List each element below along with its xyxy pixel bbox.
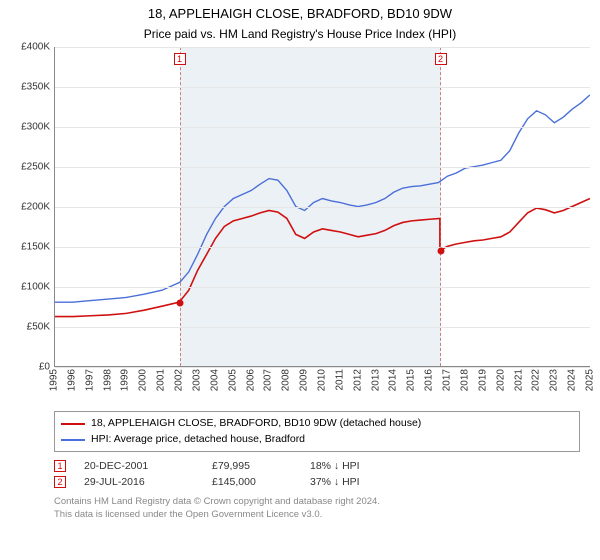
x-tick-label: 2017	[442, 369, 453, 391]
x-tick-label: 2014	[388, 369, 399, 391]
x-tick-label: 2006	[245, 369, 256, 391]
x-tick-label: 1997	[84, 369, 95, 391]
gridline	[55, 47, 590, 48]
gridline	[55, 247, 590, 248]
gridline	[55, 207, 590, 208]
legend-label: HPI: Average price, detached house, Brad…	[91, 432, 305, 448]
sale-row: 2 29-JUL-2016 £145,000 37% ↓ HPI	[54, 474, 580, 490]
sale-dot	[437, 247, 444, 254]
gridline	[55, 87, 590, 88]
sale-row: 1 20-DEC-2001 £79,995 18% ↓ HPI	[54, 458, 580, 474]
x-tick-label: 2001	[156, 369, 167, 391]
chart-container: 18, APPLEHAIGH CLOSE, BRADFORD, BD10 9DW…	[0, 0, 600, 521]
x-tick-label: 2005	[227, 369, 238, 391]
sale-pct: 37% ↓ HPI	[310, 476, 360, 488]
gridline	[55, 167, 590, 168]
series-hpi	[55, 95, 590, 302]
x-tick-label: 2013	[370, 369, 381, 391]
y-tick-label: £350K	[21, 81, 50, 92]
chart-subtitle: Price paid vs. HM Land Registry's House …	[10, 27, 590, 41]
legend-item-price-paid: 18, APPLEHAIGH CLOSE, BRADFORD, BD10 9DW…	[61, 416, 573, 432]
sale-marker: 1	[174, 53, 186, 65]
gridline	[55, 287, 590, 288]
x-tick-label: 2008	[281, 369, 292, 391]
legend-label: 18, APPLEHAIGH CLOSE, BRADFORD, BD10 9DW…	[91, 416, 421, 432]
x-tick-label: 2024	[567, 369, 578, 391]
sale-marker-box: 2	[54, 476, 66, 488]
chart-title: 18, APPLEHAIGH CLOSE, BRADFORD, BD10 9DW	[10, 6, 590, 23]
footer-line: This data is licensed under the Open Gov…	[54, 509, 580, 521]
legend-item-hpi: HPI: Average price, detached house, Brad…	[61, 432, 573, 448]
sale-dot	[176, 299, 183, 306]
x-tick-label: 2016	[424, 369, 435, 391]
plot-area: 12	[54, 47, 590, 367]
series-price_paid	[55, 198, 590, 316]
sale-price: £79,995	[212, 460, 292, 472]
y-tick-label: £400K	[21, 41, 50, 52]
x-tick-label: 1999	[120, 369, 131, 391]
x-tick-label: 2002	[174, 369, 185, 391]
y-tick-label: £250K	[21, 161, 50, 172]
legend-swatch	[61, 423, 85, 425]
x-tick-label: 2015	[406, 369, 417, 391]
x-axis: 1995199619971998199920002001200220032004…	[54, 367, 590, 403]
x-tick-label: 2012	[352, 369, 363, 391]
y-tick-label: £50K	[27, 321, 50, 332]
legend-swatch	[61, 439, 85, 441]
x-tick-label: 2020	[495, 369, 506, 391]
x-tick-label: 2000	[138, 369, 149, 391]
x-tick-label: 1998	[102, 369, 113, 391]
x-tick-label: 1995	[49, 369, 60, 391]
x-tick-label: 2011	[334, 369, 345, 391]
x-tick-label: 1996	[66, 369, 77, 391]
x-tick-label: 2023	[549, 369, 560, 391]
y-tick-label: £300K	[21, 121, 50, 132]
sale-price: £145,000	[212, 476, 292, 488]
x-tick-label: 2018	[459, 369, 470, 391]
y-tick-label: £150K	[21, 241, 50, 252]
sale-pct: 18% ↓ HPI	[310, 460, 360, 472]
x-tick-label: 2003	[191, 369, 202, 391]
sale-marker-box: 1	[54, 460, 66, 472]
x-tick-label: 2025	[585, 369, 596, 391]
gridline	[55, 327, 590, 328]
gridline	[55, 127, 590, 128]
x-tick-label: 2021	[513, 369, 524, 391]
y-axis: £0£50K£100K£150K£200K£250K£300K£350K£400…	[10, 47, 54, 367]
sale-marker: 2	[435, 53, 447, 65]
y-tick-label: £100K	[21, 281, 50, 292]
x-tick-label: 2009	[299, 369, 310, 391]
x-tick-label: 2022	[531, 369, 542, 391]
sales-table: 1 20-DEC-2001 £79,995 18% ↓ HPI 2 29-JUL…	[54, 458, 580, 490]
sale-date: 20-DEC-2001	[84, 460, 194, 472]
footer-line: Contains HM Land Registry data © Crown c…	[54, 496, 580, 508]
x-tick-label: 2019	[477, 369, 488, 391]
x-tick-label: 2007	[263, 369, 274, 391]
x-tick-label: 2010	[317, 369, 328, 391]
footer: Contains HM Land Registry data © Crown c…	[54, 496, 580, 521]
sale-date: 29-JUL-2016	[84, 476, 194, 488]
y-tick-label: £200K	[21, 201, 50, 212]
legend: 18, APPLEHAIGH CLOSE, BRADFORD, BD10 9DW…	[54, 411, 580, 453]
x-tick-label: 2004	[209, 369, 220, 391]
